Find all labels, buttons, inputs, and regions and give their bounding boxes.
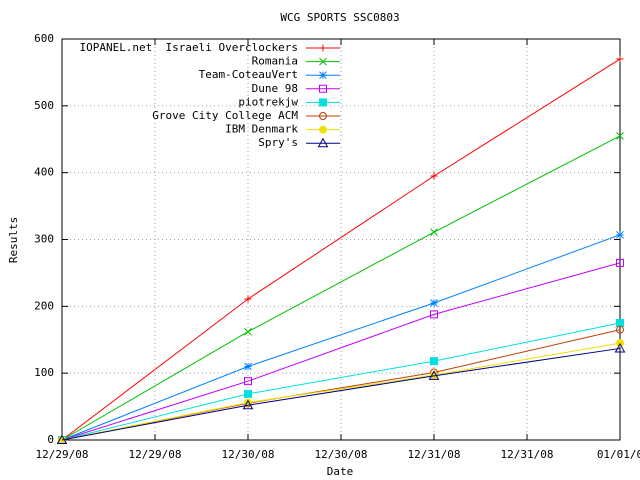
y-tick-label: 200	[34, 299, 54, 312]
data-point	[244, 327, 252, 336]
series-line	[61, 347, 621, 441]
data-point	[244, 389, 252, 398]
x-axis-label: Date	[327, 465, 354, 478]
data-point	[244, 362, 252, 371]
series-line	[61, 58, 621, 441]
data-point	[616, 319, 624, 328]
legend-marker	[319, 98, 327, 107]
legend-marker	[318, 112, 328, 120]
legend-label: Team-CoteauVert	[199, 68, 298, 81]
data-point	[428, 370, 440, 380]
series-line	[61, 262, 621, 441]
legend-label: Romania	[252, 55, 298, 68]
data-point	[430, 228, 438, 237]
data-point	[616, 55, 624, 63]
y-tick-label: 100	[34, 366, 54, 379]
data-point	[244, 377, 252, 386]
legend-label: piotrekjw	[238, 95, 298, 108]
data-point	[616, 132, 624, 140]
data-point	[616, 230, 624, 239]
x-tick-label: 12/31/08	[408, 448, 461, 461]
chart-title: WCG SPORTS SSC0803	[280, 11, 399, 24]
data-point	[615, 325, 625, 334]
data-point	[430, 310, 438, 319]
x-tick-label: 12/30/08	[315, 448, 368, 461]
legend-label: Spry's	[258, 136, 298, 149]
x-tick-label: 12/30/08	[222, 448, 275, 461]
data-point	[242, 399, 254, 410]
data-point	[430, 357, 438, 366]
legend-marker	[319, 57, 327, 66]
x-tick-label: 12/29/08	[36, 448, 89, 461]
y-axis-label: Results	[7, 217, 20, 263]
data-point	[616, 258, 624, 267]
data-point	[614, 342, 626, 353]
legend-marker	[317, 137, 329, 148]
legend-label: IBM Denmark	[225, 123, 298, 136]
y-tick-label: 600	[34, 32, 54, 45]
legend-marker	[319, 44, 327, 52]
plot-border	[61, 38, 621, 441]
legend-marker	[319, 84, 327, 93]
legend-marker	[319, 71, 327, 80]
y-tick-label: 400	[34, 166, 54, 179]
data-point	[56, 434, 68, 444]
legend-label: Grove City College ACM	[152, 109, 298, 122]
legend-label: IOPANEL.net Israeli Overclockers	[79, 41, 298, 54]
y-tick-label: 0	[47, 433, 54, 446]
series-line	[61, 342, 621, 441]
x-tick-label: 12/31/08	[501, 448, 554, 461]
data-point	[430, 299, 438, 307]
legend-label: Dune 98	[252, 82, 298, 95]
x-tick-label: 01/01/0	[597, 448, 640, 461]
data-point	[244, 295, 252, 303]
legend-marker	[318, 125, 328, 134]
series-line	[61, 322, 621, 441]
y-tick-label: 500	[34, 99, 54, 112]
x-tick-label: 12/29/08	[129, 448, 182, 461]
series-line	[61, 234, 621, 441]
data-point	[430, 172, 438, 180]
series-line	[61, 135, 621, 441]
y-tick-label: 300	[34, 233, 54, 246]
